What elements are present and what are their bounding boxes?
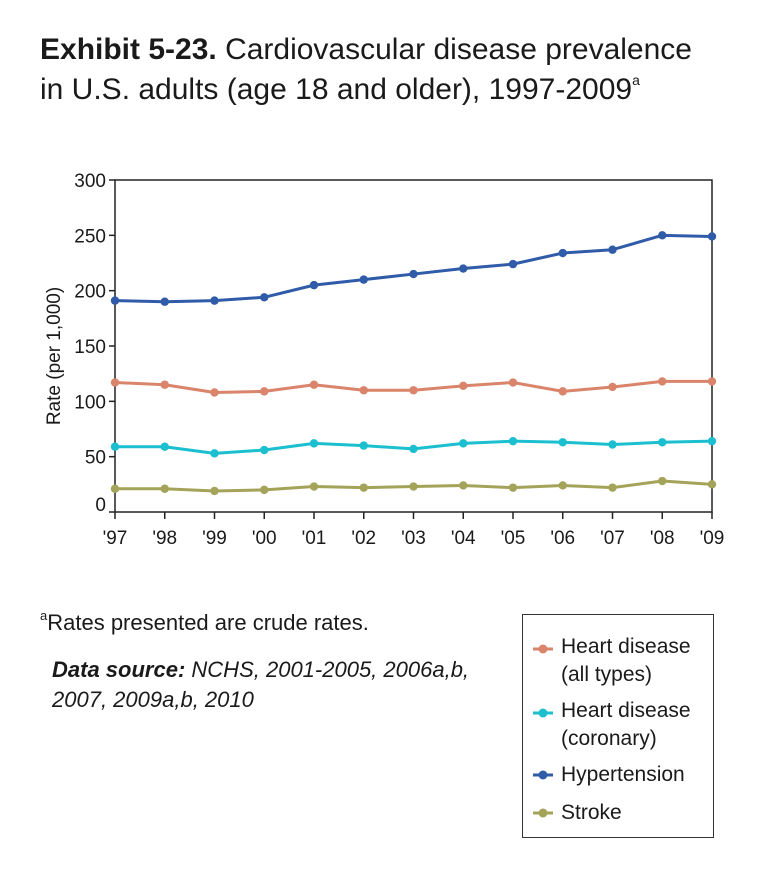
y-tick-label: 200	[74, 282, 106, 303]
data-source-label: Data source:	[52, 657, 186, 682]
data-point	[608, 382, 617, 392]
data-point	[210, 388, 219, 397]
data-point	[210, 449, 219, 458]
x-tick-label: '03	[401, 528, 426, 549]
data-point	[459, 439, 468, 448]
legend-label-hypertension: Hypertension	[561, 763, 685, 786]
data-point	[210, 486, 219, 496]
x-tick-label: '02	[351, 528, 376, 549]
data-point	[409, 269, 418, 279]
legend-swatch-stroke	[533, 808, 553, 818]
x-tick-label: '01	[302, 528, 327, 549]
data-point	[707, 480, 717, 489]
data-point	[707, 232, 717, 241]
x-tick-label: '05	[501, 528, 526, 549]
data-point	[558, 438, 567, 447]
data-point	[260, 293, 269, 302]
x-tick-label: '99	[202, 528, 227, 549]
data-point	[658, 476, 667, 486]
data-point	[110, 296, 120, 305]
data-point	[359, 275, 368, 284]
legend-label-stroke: Stroke	[561, 801, 622, 824]
footnote-marker: a	[40, 608, 48, 623]
data-point	[508, 436, 518, 446]
data-point	[608, 440, 617, 449]
x-tick-label: '98	[152, 528, 177, 549]
x-tick-label: '09	[700, 528, 725, 549]
data-point	[309, 280, 319, 290]
x-tick-label: '06	[550, 528, 575, 549]
data-point	[409, 386, 418, 395]
data-point	[110, 442, 120, 451]
series-3	[110, 476, 717, 496]
y-tick-label: 100	[74, 392, 106, 413]
y-tick-label: 250	[74, 226, 106, 247]
data-point	[608, 483, 617, 492]
data-point	[160, 380, 169, 389]
data-point	[508, 378, 518, 387]
data-point	[459, 381, 468, 391]
data-point	[260, 445, 269, 455]
data-point	[309, 482, 319, 491]
legend-label-heart-disease-coronary: Heart disease (coronary)	[561, 699, 691, 750]
data-point	[359, 386, 368, 395]
x-tick-label: '00	[252, 528, 277, 549]
data-source: Data source: NCHS, 2001-2005, 2006a,b, 2…	[52, 655, 482, 715]
series-0	[110, 377, 717, 397]
footnote: aRates presented are crude rates.	[40, 608, 369, 636]
x-tick-label: '97	[103, 528, 128, 549]
data-point	[409, 444, 418, 454]
data-point	[558, 248, 567, 258]
series-1	[110, 436, 717, 458]
x-tick-label: '04	[451, 528, 476, 549]
data-point	[508, 259, 518, 269]
data-source-text: NCHS, 2001-2005, 2006a,b, 2007, 2009a,b,…	[52, 657, 470, 712]
data-point	[707, 436, 717, 446]
legend: Heart disease (all types) Heart disease (c…	[522, 614, 714, 838]
title-footnote-marker: a	[632, 72, 640, 88]
data-point	[160, 442, 169, 451]
y-tick-label: 50	[85, 448, 106, 469]
data-point	[160, 297, 169, 306]
y-axis-label: Rate (per 1,000)	[44, 287, 65, 425]
data-point	[459, 264, 468, 273]
x-tick-label: '08	[650, 528, 675, 549]
data-point	[160, 484, 169, 493]
data-point	[309, 380, 319, 389]
legend-swatch-hypertension	[533, 770, 553, 780]
title-text: Cardiovascular disease prevalence in U.S…	[40, 33, 692, 106]
chart-title: Exhibit 5-23. Cardiovascular disease pre…	[40, 30, 720, 110]
data-point	[359, 483, 368, 492]
data-point	[110, 378, 120, 387]
data-point	[558, 387, 567, 396]
data-point	[110, 484, 120, 493]
data-point	[359, 441, 368, 450]
data-point	[210, 296, 219, 305]
data-point	[508, 483, 518, 492]
legend-swatch-heart-disease-all	[533, 644, 553, 654]
exhibit-label: Exhibit 5-23.	[40, 33, 217, 66]
data-point	[707, 377, 717, 386]
data-point	[658, 377, 667, 386]
data-point	[608, 245, 617, 254]
plot-area-frame	[114, 179, 713, 513]
series-2	[110, 231, 717, 306]
legend-label-heart-disease-all: Heart disease (all types)	[561, 635, 691, 686]
footnote-text: Rates presented are crude rates.	[47, 610, 369, 635]
data-point	[260, 387, 269, 396]
y-tick-label: 300	[74, 171, 106, 192]
data-point	[558, 481, 567, 490]
data-point	[260, 485, 269, 495]
y-tick-label: 150	[74, 337, 106, 358]
series-line	[114, 233, 713, 304]
legend-swatch-heart-disease-coronary	[533, 708, 553, 718]
data-point	[459, 481, 468, 490]
x-tick-label: '07	[600, 528, 625, 549]
data-point	[409, 482, 418, 491]
data-point	[309, 439, 319, 448]
y-tick-label: 0	[95, 495, 106, 516]
data-point	[658, 438, 667, 447]
data-point	[658, 231, 667, 240]
line-chart: 0 50 100 150 200 250 300 '97 '98 '99 '00 '01 '02 '03…	[44, 171, 725, 549]
